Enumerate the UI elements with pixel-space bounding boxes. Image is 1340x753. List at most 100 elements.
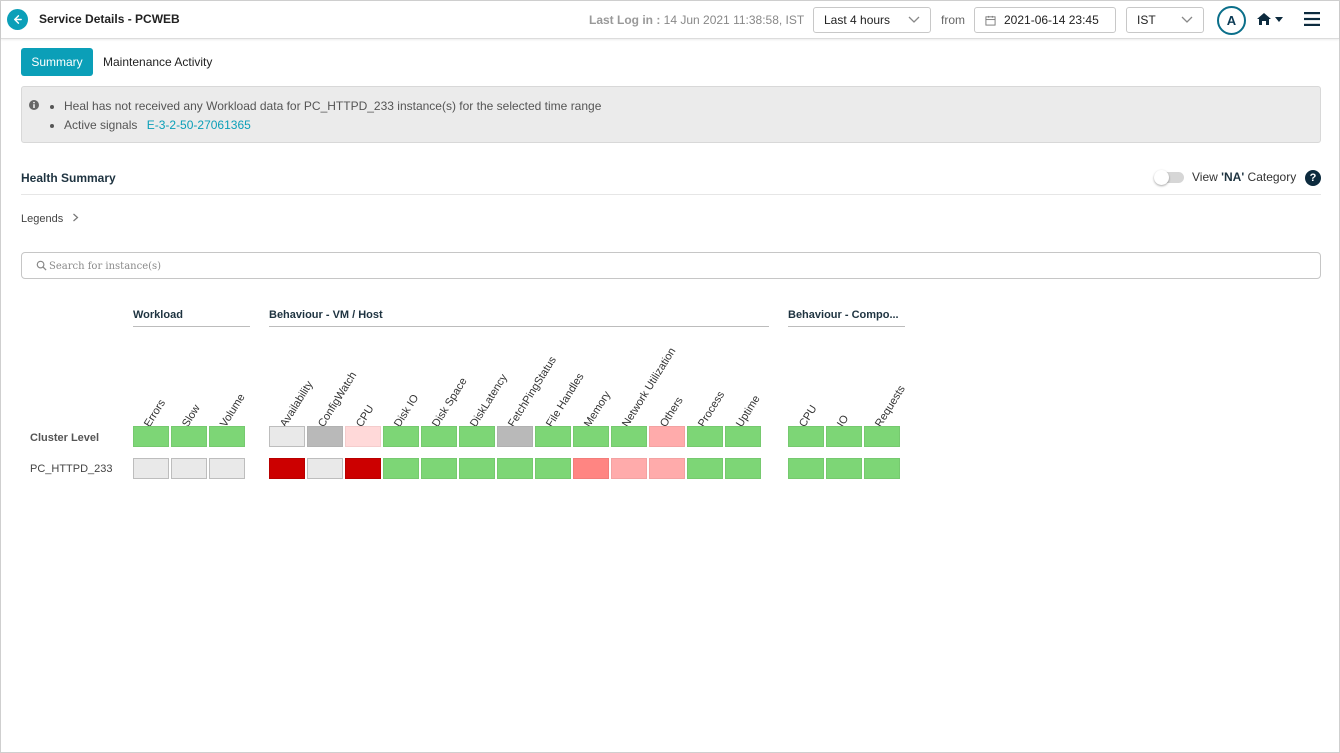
group-title: Behaviour - VM / Host bbox=[269, 309, 383, 321]
chevron-down-icon bbox=[1181, 16, 1193, 23]
calendar-icon bbox=[985, 15, 996, 26]
health-cell[interactable] bbox=[687, 426, 723, 447]
na-suffix: Category bbox=[1244, 170, 1297, 184]
column-header: Others bbox=[658, 395, 686, 430]
health-cell[interactable] bbox=[788, 426, 824, 447]
health-cell[interactable] bbox=[864, 458, 900, 479]
top-header: Service Details - PCWEB Last Log in : 14… bbox=[1, 1, 1339, 39]
health-cell[interactable] bbox=[383, 426, 419, 447]
health-cell[interactable] bbox=[826, 458, 862, 479]
banner-message: Heal has not received any Workload data … bbox=[64, 99, 601, 113]
health-cell[interactable] bbox=[725, 426, 761, 447]
arrow-left-icon bbox=[14, 15, 22, 24]
divider bbox=[21, 194, 1321, 195]
health-cell[interactable] bbox=[269, 458, 305, 479]
search-input[interactable] bbox=[49, 257, 1249, 275]
user-avatar[interactable]: A bbox=[1217, 6, 1246, 35]
column-header: Requests bbox=[873, 383, 908, 430]
column-header: Disk IO bbox=[392, 392, 422, 430]
from-label: from bbox=[941, 13, 965, 27]
health-cell[interactable] bbox=[209, 426, 245, 447]
health-cell[interactable] bbox=[345, 426, 381, 447]
health-cell[interactable] bbox=[725, 458, 761, 479]
tab-maintenance-activity[interactable]: Maintenance Activity bbox=[103, 55, 213, 69]
signal-link[interactable]: E-3-2-50-27061365 bbox=[146, 118, 251, 132]
chevron-right-icon bbox=[73, 213, 79, 222]
health-cell[interactable] bbox=[611, 458, 647, 479]
group-divider bbox=[133, 326, 250, 327]
health-cell[interactable] bbox=[307, 458, 343, 479]
health-cell[interactable] bbox=[345, 458, 381, 479]
date-picker[interactable]: 2021-06-14 23:45 bbox=[974, 7, 1116, 33]
last-log-info: Last Log in : 14 Jun 2021 11:38:58, IST bbox=[589, 13, 804, 27]
health-cell[interactable] bbox=[535, 458, 571, 479]
row-label: Cluster Level bbox=[30, 432, 100, 444]
health-cell[interactable] bbox=[497, 458, 533, 479]
health-cell[interactable] bbox=[573, 458, 609, 479]
time-range-select[interactable]: Last 4 hours bbox=[813, 7, 931, 33]
group-title: Behaviour - Compo... bbox=[788, 309, 899, 321]
date-value: 2021-06-14 23:45 bbox=[1004, 13, 1099, 27]
health-cell[interactable] bbox=[383, 458, 419, 479]
home-icon bbox=[1257, 13, 1271, 25]
back-button[interactable] bbox=[7, 9, 28, 30]
page-title: Service Details - PCWEB bbox=[39, 12, 180, 26]
health-cell[interactable] bbox=[649, 458, 685, 479]
group-divider bbox=[788, 326, 905, 327]
health-cell[interactable] bbox=[611, 426, 647, 447]
na-prefix: View bbox=[1192, 170, 1222, 184]
legends-label: Legends bbox=[21, 213, 64, 225]
health-summary-title: Health Summary bbox=[21, 171, 116, 185]
health-cell[interactable] bbox=[133, 458, 169, 479]
na-bold: 'NA' bbox=[1221, 170, 1245, 184]
search-icon bbox=[36, 260, 47, 271]
column-header: Process bbox=[696, 389, 728, 430]
info-icon bbox=[29, 100, 39, 110]
health-cell[interactable] bbox=[209, 458, 245, 479]
timezone-select[interactable]: IST bbox=[1126, 7, 1204, 33]
health-cell[interactable] bbox=[171, 458, 207, 479]
health-cell[interactable] bbox=[459, 458, 495, 479]
chevron-down-icon bbox=[908, 16, 920, 23]
health-cell[interactable] bbox=[459, 426, 495, 447]
health-cell[interactable] bbox=[649, 426, 685, 447]
legends-toggle[interactable]: Legends bbox=[21, 213, 79, 225]
column-header: DiskLatency bbox=[468, 372, 510, 430]
timezone-value: IST bbox=[1137, 13, 1156, 27]
health-cell[interactable] bbox=[573, 426, 609, 447]
hamburger-icon bbox=[1304, 12, 1320, 26]
health-cell[interactable] bbox=[497, 426, 533, 447]
health-cell[interactable] bbox=[788, 458, 824, 479]
na-category-toggle[interactable] bbox=[1154, 170, 1184, 185]
group-divider bbox=[269, 326, 769, 327]
column-header: ConfigWatch bbox=[316, 369, 360, 430]
help-icon[interactable]: ? bbox=[1305, 170, 1321, 186]
time-range-value: Last 4 hours bbox=[824, 13, 891, 27]
column-header: Volume bbox=[218, 391, 248, 430]
column-header: Memory bbox=[582, 389, 614, 430]
health-cell[interactable] bbox=[864, 426, 900, 447]
column-header: File Handles bbox=[544, 371, 587, 430]
health-cell[interactable] bbox=[826, 426, 862, 447]
health-cell[interactable] bbox=[171, 426, 207, 447]
last-log-label: Last Log in : bbox=[589, 13, 661, 27]
health-cell[interactable] bbox=[307, 426, 343, 447]
last-log-value: 14 Jun 2021 11:38:58, IST bbox=[663, 13, 805, 27]
health-cell[interactable] bbox=[535, 426, 571, 447]
health-cell[interactable] bbox=[133, 426, 169, 447]
home-menu-button[interactable] bbox=[1256, 11, 1284, 27]
info-banner: Heal has not received any Workload data … bbox=[21, 86, 1321, 143]
health-cell[interactable] bbox=[421, 426, 457, 447]
na-category-label: View 'NA' Category bbox=[1192, 170, 1296, 184]
signals-label: Active signals bbox=[64, 118, 138, 132]
column-header: Availability bbox=[278, 379, 316, 430]
column-header: Errors bbox=[142, 397, 169, 430]
column-header: Disk Space bbox=[430, 375, 470, 430]
instance-search[interactable] bbox=[21, 252, 1321, 279]
menu-button[interactable] bbox=[1304, 12, 1320, 29]
health-cell[interactable] bbox=[687, 458, 723, 479]
banner-signals: Active signals E-3-2-50-27061365 bbox=[64, 118, 601, 132]
health-cell[interactable] bbox=[421, 458, 457, 479]
tab-summary[interactable]: Summary bbox=[21, 48, 93, 76]
health-cell[interactable] bbox=[269, 426, 305, 447]
